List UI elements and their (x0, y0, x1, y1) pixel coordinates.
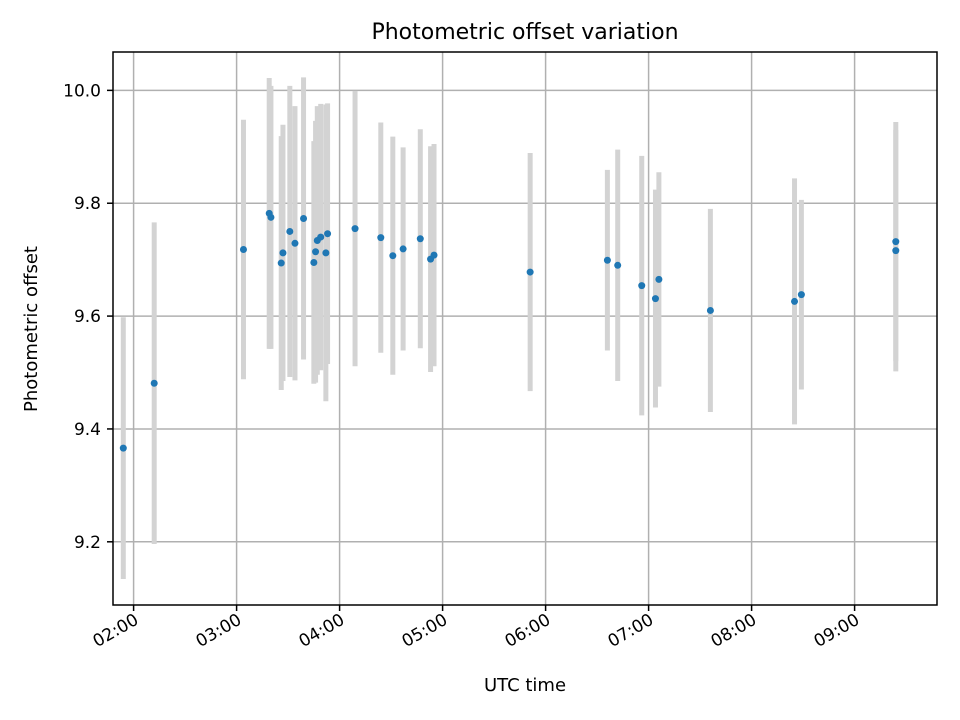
data-point (239, 246, 247, 253)
data-point (300, 214, 308, 222)
data-point (322, 249, 330, 257)
x-tick-label: 02:00 (90, 610, 142, 652)
data-point (892, 247, 900, 255)
data-point (399, 245, 407, 253)
data-point (279, 249, 287, 257)
data-point (324, 230, 332, 238)
x-tick-label: 06:00 (502, 610, 554, 652)
y-tick-label: 9.4 (74, 420, 101, 440)
data-points (119, 209, 900, 452)
plot-frame (112, 51, 938, 606)
error-bars (120, 77, 899, 580)
y-axis-label: Photometric offset (21, 246, 42, 412)
data-point (310, 258, 318, 266)
data-point (389, 252, 397, 260)
data-point (312, 248, 320, 256)
data-point (603, 256, 611, 264)
x-tick-label: 07:00 (605, 610, 657, 652)
chart-title: Photometric offset variation (371, 20, 678, 45)
data-point (277, 259, 285, 267)
data-point (430, 251, 438, 259)
data-point (119, 444, 127, 452)
x-tick-label: 03:00 (193, 610, 245, 652)
x-tick-label: 08:00 (708, 610, 760, 652)
y-axis: 9.2 9.4 9.6 9.8 10.0 (63, 81, 113, 553)
y-tick-label: 9.8 (74, 194, 101, 214)
data-point (377, 234, 385, 242)
y-tick-label: 9.2 (74, 533, 101, 553)
x-axis: 02:00 03:00 04:00 05:00 06:00 07:00 08:00 09:00 (90, 605, 863, 652)
data-point (267, 213, 275, 221)
data-point (416, 235, 424, 243)
data-point (291, 239, 299, 247)
data-point (651, 295, 659, 303)
x-tick-label: 09:00 (811, 610, 863, 652)
data-point (526, 268, 534, 276)
data-point (797, 291, 805, 299)
data-point (791, 297, 799, 305)
x-tick-label: 05:00 (399, 610, 451, 652)
data-point (286, 227, 294, 235)
x-tick-label: 04:00 (296, 610, 348, 652)
data-point (351, 225, 359, 233)
x-axis-label: UTC time (484, 675, 566, 696)
data-point (150, 379, 158, 387)
y-tick-label: 10.0 (63, 81, 101, 101)
data-point (638, 282, 646, 290)
data-point (706, 306, 714, 314)
grid (113, 52, 937, 605)
data-point (614, 261, 622, 269)
data-point (892, 238, 900, 246)
data-point (655, 275, 663, 283)
data-point (317, 233, 325, 241)
y-tick-label: 9.6 (74, 307, 101, 327)
